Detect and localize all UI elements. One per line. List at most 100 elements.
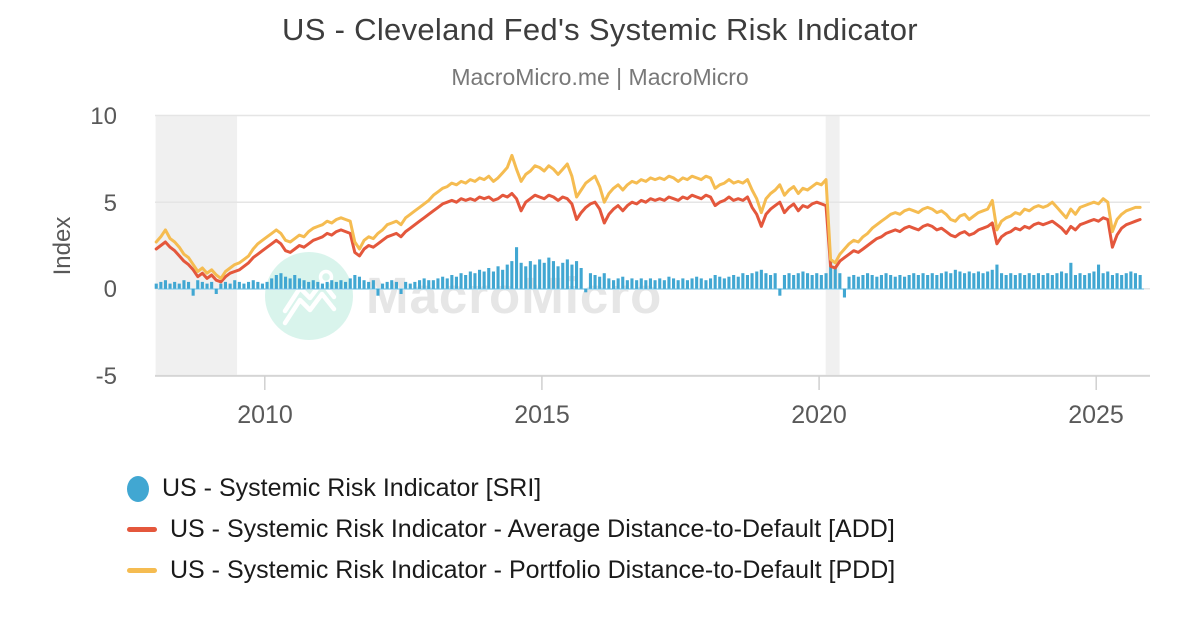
sri-bar — [404, 281, 408, 289]
sri-bar — [838, 273, 842, 289]
sri-bar — [727, 276, 731, 289]
y-tick-label: 5 — [104, 190, 117, 217]
sri-bar — [1106, 271, 1110, 289]
sri-bar — [685, 280, 689, 289]
sri-bar — [732, 275, 736, 289]
sri-bar — [949, 273, 953, 289]
sri-bar — [219, 283, 223, 289]
sri-bar — [870, 275, 874, 289]
sri-bar — [256, 281, 260, 289]
sri-bar — [473, 273, 477, 289]
sri-bar — [635, 280, 639, 289]
sri-bar — [616, 278, 620, 289]
sri-bar — [348, 278, 352, 289]
sri-bar — [237, 281, 241, 289]
sri-bar — [330, 280, 334, 289]
y-tick-label: -5 — [96, 363, 117, 390]
sri-bar — [1009, 273, 1013, 289]
legend-item-pdd[interactable]: US - Systemic Risk Indicator - Portfolio… — [127, 550, 895, 591]
x-tick-label: 2010 — [237, 401, 293, 429]
sri-bar — [893, 276, 897, 289]
sri-bar — [302, 280, 306, 289]
sri-bar — [912, 273, 916, 289]
sri-bar — [1115, 273, 1119, 289]
sri-bar — [782, 275, 786, 289]
sri-bar — [856, 276, 860, 289]
sri-bar — [353, 275, 357, 289]
systemic-risk-chart[interactable]: MacroMicro 10 5 0 -5 2010 2015 2020 2025… — [0, 0, 1200, 460]
sri-bar — [612, 280, 616, 289]
sri-bar — [681, 278, 685, 289]
sri-bar — [584, 288, 588, 293]
sri-bar — [441, 276, 445, 289]
sri-bar — [496, 266, 500, 289]
sri-bar — [801, 271, 805, 289]
sri-bar — [875, 276, 879, 289]
sri-bar — [773, 273, 777, 289]
sri-bar — [274, 275, 278, 289]
sri-bar — [182, 280, 186, 289]
sri-bar — [884, 273, 888, 289]
sri-bar — [519, 262, 523, 289]
sri-bar — [903, 276, 907, 289]
sri-bar — [339, 280, 343, 289]
sri-bar — [898, 275, 902, 289]
sri-bar — [1036, 273, 1040, 289]
sri-bar — [764, 273, 768, 289]
legend-label: US - Systemic Risk Indicator [SRI] — [162, 474, 542, 502]
sri-bar — [625, 280, 629, 289]
sri-bar — [515, 247, 519, 289]
sri-bar — [491, 271, 495, 289]
sri-bar — [191, 288, 195, 296]
sri-bar — [990, 269, 994, 289]
sri-bar — [1000, 273, 1004, 289]
sri-bar — [639, 278, 643, 289]
x-tick-label: 2020 — [791, 401, 847, 429]
sri-bar — [1120, 275, 1124, 289]
sri-bar — [311, 280, 315, 289]
sri-bar — [759, 269, 763, 289]
sri-bar — [422, 278, 426, 289]
sri-bar — [1101, 273, 1105, 289]
sri-bar — [847, 276, 851, 289]
sri-bar — [288, 278, 292, 289]
sri-bar — [593, 275, 597, 289]
sri-bar — [367, 281, 371, 289]
sri-bar — [598, 276, 602, 289]
sri-bar — [1027, 273, 1031, 289]
sri-bar — [501, 269, 505, 289]
sri-bar — [459, 273, 463, 289]
sri-bar — [265, 281, 269, 289]
sri-bar — [944, 271, 948, 289]
sri-marker-icon — [127, 475, 149, 502]
sri-bar — [279, 273, 283, 289]
sri-bar — [163, 280, 167, 289]
legend-item-add[interactable]: US - Systemic Risk Indicator - Average D… — [127, 509, 895, 550]
sri-bar — [325, 281, 329, 289]
sri-bar — [1032, 275, 1036, 289]
sri-bar — [394, 281, 398, 289]
sri-bar — [436, 278, 440, 289]
sri-bar — [630, 278, 634, 289]
sri-bar — [662, 280, 666, 289]
sri-bar — [533, 264, 537, 289]
legend-item-sri[interactable]: US - Systemic Risk Indicator [SRI] — [127, 468, 895, 509]
sri-bar — [690, 278, 694, 289]
sri-bar — [815, 273, 819, 289]
sri-bar — [648, 278, 652, 289]
sri-bar — [953, 269, 957, 289]
sri-bar — [187, 281, 191, 289]
sri-bar — [1060, 271, 1064, 289]
sri-bar — [570, 264, 574, 289]
sri-bar — [575, 261, 579, 289]
sri-bar — [981, 273, 985, 289]
sri-bar — [381, 283, 385, 289]
sri-bar — [921, 273, 925, 289]
sri-bar — [916, 275, 920, 289]
sri-bar — [810, 275, 814, 289]
sri-bar — [1073, 275, 1077, 289]
sri-bar — [704, 280, 708, 289]
sri-bar — [1013, 275, 1017, 289]
sri-bar — [362, 280, 366, 289]
sri-bar — [307, 281, 311, 289]
